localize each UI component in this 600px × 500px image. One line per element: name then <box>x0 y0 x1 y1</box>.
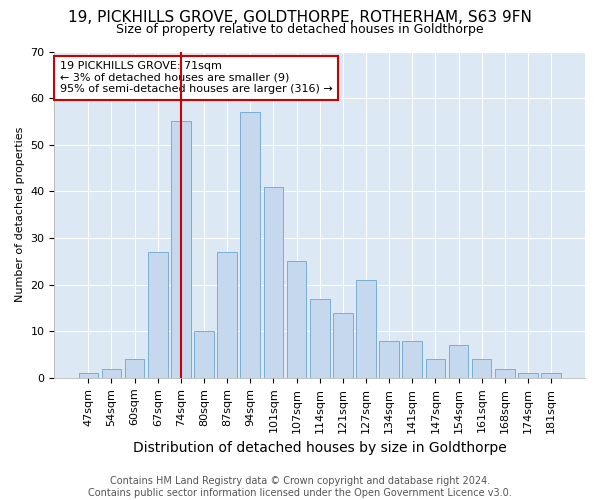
Bar <box>148 252 167 378</box>
Bar <box>287 262 307 378</box>
Bar <box>79 374 98 378</box>
Bar <box>310 298 329 378</box>
Bar <box>217 252 237 378</box>
Bar <box>125 360 145 378</box>
Bar <box>171 122 191 378</box>
Bar <box>333 312 353 378</box>
Bar <box>449 346 469 378</box>
Text: 19, PICKHILLS GROVE, GOLDTHORPE, ROTHERHAM, S63 9FN: 19, PICKHILLS GROVE, GOLDTHORPE, ROTHERH… <box>68 10 532 25</box>
Bar <box>101 368 121 378</box>
Bar <box>403 340 422 378</box>
Bar <box>241 112 260 378</box>
Text: Contains HM Land Registry data © Crown copyright and database right 2024.
Contai: Contains HM Land Registry data © Crown c… <box>88 476 512 498</box>
X-axis label: Distribution of detached houses by size in Goldthorpe: Distribution of detached houses by size … <box>133 441 506 455</box>
Bar <box>518 374 538 378</box>
Bar <box>495 368 515 378</box>
Bar <box>472 360 491 378</box>
Text: Size of property relative to detached houses in Goldthorpe: Size of property relative to detached ho… <box>116 22 484 36</box>
Text: 19 PICKHILLS GROVE: 71sqm
← 3% of detached houses are smaller (9)
95% of semi-de: 19 PICKHILLS GROVE: 71sqm ← 3% of detach… <box>60 62 332 94</box>
Bar <box>541 374 561 378</box>
Bar <box>356 280 376 378</box>
Bar <box>194 332 214 378</box>
Bar <box>263 186 283 378</box>
Bar <box>425 360 445 378</box>
Y-axis label: Number of detached properties: Number of detached properties <box>15 127 25 302</box>
Bar <box>379 340 399 378</box>
